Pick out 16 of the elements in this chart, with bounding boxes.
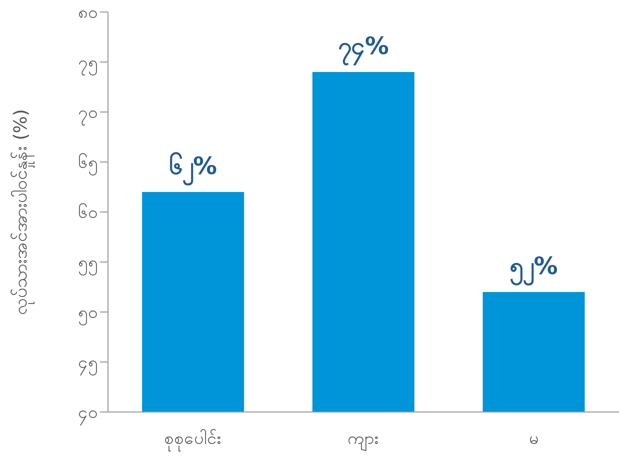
y-tick-label: ၇၅ (78, 53, 98, 76)
data-label: ၆၂% (169, 151, 218, 186)
y-tick-label: ၆၀ (78, 202, 98, 224)
x-tick-label: စုစုပေါင်း (164, 428, 222, 452)
y-tick-label: ၅၅ (78, 253, 98, 276)
data-label: ၇၄% (338, 32, 389, 66)
y-tick-label: ၄၀ (78, 403, 98, 426)
y-tick-label: ၄၅ (78, 353, 98, 376)
y-tick-label: ၈၀ (78, 3, 98, 24)
y-tick-label: ၅၀ (78, 303, 98, 326)
x-tick-label: ကျား (348, 429, 380, 452)
data-label: ၅၂% (510, 252, 558, 286)
y-axis-title: လုပ်သားအင်အားပါဝင်နှုန်း (%) (10, 109, 34, 315)
y-tick-label: ၇၀ (78, 103, 98, 126)
y-tick-label: ၆၅ (78, 152, 98, 176)
x-tick-label: မ (528, 429, 539, 450)
